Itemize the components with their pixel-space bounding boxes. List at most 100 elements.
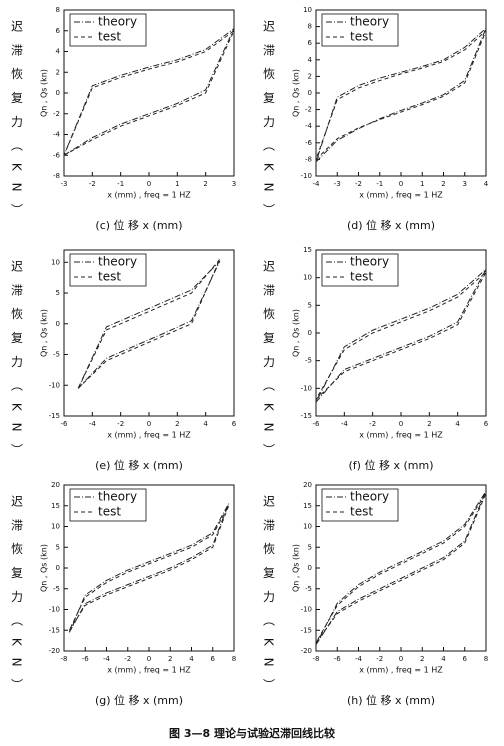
y-tick-label: 20 <box>303 481 312 489</box>
x-axis-label: x (mm) , freq = 1 HZ <box>107 191 191 200</box>
x-axis-label: x (mm) , freq = 1 HZ <box>107 666 191 675</box>
legend-label: theory <box>350 490 389 504</box>
x-axis-label: x (mm) , freq = 1 HZ <box>359 191 443 200</box>
hysteresis-line <box>68 505 230 631</box>
x-tick-label: 8 <box>484 655 488 663</box>
x-axis-label: x (mm) , freq = 1 HZ <box>359 666 443 675</box>
y-tick-label: -15 <box>49 412 60 420</box>
panel: 迟 滞 恢 复 力 （ K N ） Qn , Qs (kn)-20-15-10-5… <box>262 481 489 707</box>
y-tick-label: -10 <box>301 172 312 180</box>
y-tick-label: 20 <box>51 481 60 489</box>
x-tick-label: -2 <box>117 420 124 428</box>
x-tick-label: -1 <box>117 180 124 188</box>
x-tick-label: 2 <box>427 420 431 428</box>
y-tick-label: -10 <box>49 606 60 614</box>
x-tick-label: -6 <box>61 420 69 428</box>
y-tick-label: 0 <box>56 320 60 328</box>
x-tick-label: -8 <box>313 655 320 663</box>
legend-label: theory <box>98 490 137 504</box>
legend-label: test <box>98 270 121 284</box>
panel: 迟 滞 恢 复 力 （ K N ） Qn , Qs (kn)-20-15-10-5… <box>10 481 237 707</box>
outer-y-label: 迟 滞 恢 复 力 （ K N ） <box>262 260 276 460</box>
panel: 迟 滞 恢 复 力 （ K N ） Qn , Qs (kn) -15 -10 -5 0 5 1… <box>10 249 237 472</box>
hysteresis-line <box>63 28 235 156</box>
y-tick-label: 5 <box>308 543 312 551</box>
y-tick-label: 4 <box>56 48 61 56</box>
x-tick-label: 4 <box>455 420 460 428</box>
y-tick-label: 0 <box>308 564 312 572</box>
legend-label: test <box>350 30 373 44</box>
outer-y-label: 迟 滞 恢 复 力 （ K N ） <box>262 495 276 695</box>
y-tick-label: -10 <box>301 606 312 614</box>
outer-y-label: 迟 滞 恢 复 力 （ K N ） <box>10 495 24 695</box>
panel: 迟 滞 恢 复 力 （ K N ） Qn , Qs (kn) -15 -10 -5 0 5 1… <box>262 246 489 472</box>
y-tick-label: -4 <box>53 131 61 139</box>
x-tick-label: -2 <box>355 180 362 188</box>
x-tick-label: 0 <box>399 420 403 428</box>
x-tick-label: 4 <box>189 655 194 663</box>
y-tick-label: 10 <box>51 258 60 266</box>
x-tick-label: 4 <box>203 420 208 428</box>
x-tick-label: -4 <box>313 180 321 188</box>
legend-label: test <box>350 505 373 519</box>
y-tick-label: -5 <box>305 585 312 593</box>
y-tick-label: -15 <box>49 626 60 634</box>
x-tick-label: -4 <box>103 655 111 663</box>
y-axis-label: Qn , Qs (kn) <box>40 544 49 592</box>
legend-box <box>321 253 399 287</box>
hysteresis-line <box>63 29 236 156</box>
y-tick-label: 5 <box>56 543 60 551</box>
y-tick-label: -2 <box>305 106 312 114</box>
x-tick-label: -4 <box>341 420 349 428</box>
y-tick-label: -8 <box>305 155 312 163</box>
y-tick-label: 10 <box>303 523 312 531</box>
y-tick-label: -6 <box>305 139 313 147</box>
y-tick-label: 15 <box>303 502 312 510</box>
y-axis-label: Qn , Qs (kn) <box>292 69 301 117</box>
panel-caption: (f) 位 移 x (mm) <box>349 458 434 472</box>
x-tick-label: -2 <box>124 655 131 663</box>
x-tick-label: -4 <box>355 655 363 663</box>
x-tick-label: -1 <box>376 180 383 188</box>
x-tick-label: 0 <box>147 420 151 428</box>
y-tick-label: 0 <box>308 89 312 97</box>
hysteresis-line <box>315 268 487 403</box>
x-tick-label: -4 <box>89 420 97 428</box>
y-tick-label: 2 <box>308 72 312 80</box>
y-tick-label: -20 <box>301 647 312 655</box>
x-tick-label: -3 <box>334 180 341 188</box>
panel-caption: (c) 位 移 x (mm) <box>95 218 182 232</box>
y-tick-label: -15 <box>301 412 312 420</box>
x-tick-label: 2 <box>420 655 424 663</box>
y-tick-label: 10 <box>51 523 60 531</box>
x-tick-label: 6 <box>463 655 468 663</box>
y-tick-label: -15 <box>301 626 312 634</box>
legend-label: theory <box>350 15 389 29</box>
x-tick-label: 3 <box>232 180 236 188</box>
y-tick-label: -20 <box>49 647 60 655</box>
y-tick-label: -4 <box>305 122 313 130</box>
legend-label: theory <box>98 255 137 269</box>
legend-box <box>321 488 399 522</box>
x-tick-label: 2 <box>441 180 445 188</box>
x-tick-label: 4 <box>484 180 489 188</box>
panel: 迟 滞 恢 复 力 （ K N ） Qn , Qs (kn)-10-8-6-4-2… <box>262 6 489 232</box>
x-tick-label: -6 <box>334 655 342 663</box>
outer-y-label: 迟 滞 恢 复 力 （ K N ） <box>10 260 24 460</box>
y-tick-label: 0 <box>56 564 60 572</box>
x-tick-label: 6 <box>484 420 489 428</box>
x-tick-label: 6 <box>211 655 216 663</box>
y-tick-label: 5 <box>308 301 312 309</box>
y-axis-label: Qn , Qs (kn) <box>292 309 301 357</box>
x-tick-label: -2 <box>89 180 96 188</box>
y-tick-label: 15 <box>303 246 312 254</box>
y-tick-label: 5 <box>56 289 60 297</box>
x-tick-label: 3 <box>463 180 467 188</box>
panel: 迟 滞 恢 复 力 （ K N ） Qn , Qs (kn) -8 -6 -4 -2 0 2 4… <box>10 6 237 232</box>
y-tick-label: 2 <box>56 68 60 76</box>
x-tick-label: 2 <box>175 420 179 428</box>
hysteresis-line <box>315 490 487 646</box>
panel-caption: (d) 位 移 x (mm) <box>347 218 435 232</box>
